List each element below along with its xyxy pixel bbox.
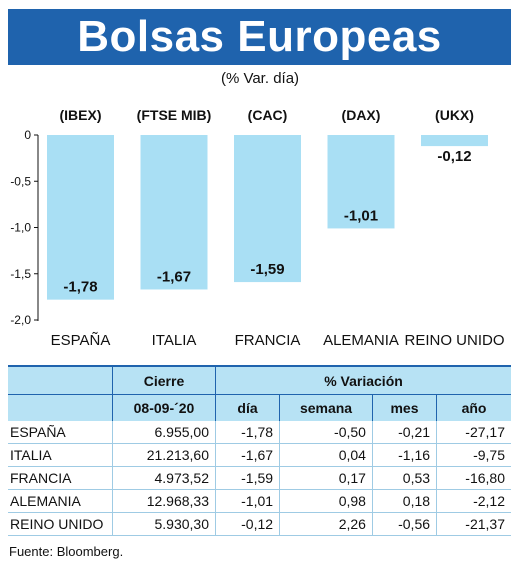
- y-tick-label: -1,5: [10, 267, 31, 281]
- table-row: ITALIA 21.213,60 -1,67 0,04 -1,16 -9,75: [8, 443, 511, 467]
- row-name: FRANCIA: [8, 466, 113, 490]
- row-name: ALEMANIA: [8, 489, 113, 513]
- row-ano: -27,17: [436, 421, 511, 444]
- row-cierre: 6.955,00: [112, 421, 216, 444]
- bar: [421, 135, 488, 147]
- quotes-table: Cierre % Variación 08-09-´20 día semana …: [8, 365, 511, 536]
- row-semana: 2,26: [279, 512, 373, 536]
- table-row: ALEMANIA 12.968,33 -1,01 0,98 0,18 -2,12: [8, 489, 511, 513]
- value-label: -1,67: [157, 268, 191, 285]
- row-dia: -1,01: [214, 489, 280, 513]
- table-row: FRANCIA 4.973,52 -1,59 0,17 0,53 -16,80: [8, 466, 511, 490]
- bar: [140, 135, 208, 290]
- table-group-header-row: Cierre % Variación: [8, 366, 511, 395]
- row-mes: -1,16: [371, 443, 437, 467]
- col-ano: año: [436, 394, 511, 421]
- row-mes: 0,53: [371, 466, 437, 490]
- row-ano: -9,75: [436, 443, 511, 467]
- row-mes: -0,21: [371, 421, 437, 444]
- index-label: (FTSE MIB): [137, 107, 212, 123]
- bar-chart: 0 -0,5 -1,0 -1,5 -2,0 (IBEX) -1,78 ESPAÑA (FTSE …: [10, 107, 504, 349]
- category-label: FRANCIA: [235, 332, 301, 349]
- row-name: ITALIA: [8, 443, 113, 467]
- table-row: REINO UNIDO 5.930,30 -0,12 2,26 -0,56 -2…: [8, 512, 511, 536]
- bar: [327, 135, 395, 229]
- row-mes: -0,56: [371, 512, 437, 536]
- source-note: Fuente: Bloomberg.: [9, 544, 124, 559]
- row-semana: 0,04: [279, 443, 373, 467]
- index-label: (IBEX): [60, 107, 102, 123]
- row-ano: -21,37: [436, 512, 511, 536]
- row-cierre: 5.930,30: [112, 512, 216, 536]
- col-mes: mes: [371, 394, 437, 421]
- index-label: (DAX): [342, 107, 381, 123]
- title-banner: Bolsas Europeas: [8, 9, 511, 65]
- row-ano: -2,12: [436, 489, 511, 513]
- table-column-header-row: 08-09-´20 día semana mes año: [8, 394, 511, 421]
- index-label: (CAC): [248, 107, 288, 123]
- row-semana: 0,17: [279, 466, 373, 490]
- category-label: REINO UNIDO: [404, 332, 504, 349]
- row-cierre: 21.213,60: [112, 443, 216, 467]
- bar: [234, 135, 301, 283]
- value-label: -0,12: [437, 148, 471, 165]
- table-row: ESPAÑA 6.955,00 -1,78 -0,50 -0,21 -27,17: [8, 421, 511, 444]
- bar: [47, 135, 114, 300]
- row-name: ESPAÑA: [8, 421, 113, 444]
- y-tick-label: 0: [24, 128, 31, 142]
- value-label: -1,78: [63, 279, 97, 296]
- value-label: -1,01: [344, 207, 378, 224]
- row-semana: 0,98: [279, 489, 373, 513]
- row-name: REINO UNIDO: [8, 512, 113, 536]
- chart-title: Bolsas Europeas: [77, 12, 442, 61]
- y-tick-label: -0,5: [10, 174, 31, 188]
- table-corner-cell: [8, 366, 113, 395]
- row-mes: 0,18: [371, 489, 437, 513]
- row-cierre: 12.968,33: [112, 489, 216, 513]
- row-dia: -1,78: [214, 421, 280, 444]
- category-label: ALEMANIA: [323, 332, 399, 349]
- category-label: ITALIA: [152, 332, 197, 349]
- col-date: 08-09-´20: [112, 394, 216, 421]
- row-cierre: 4.973,52: [112, 466, 216, 490]
- y-tick-label: -2,0: [10, 313, 31, 327]
- header-variacion: % Variación: [215, 366, 511, 395]
- header-cierre: Cierre: [112, 366, 216, 395]
- chart-subtitle: (% Var. día): [220, 70, 300, 87]
- row-ano: -16,80: [436, 466, 511, 490]
- row-dia: -0,12: [214, 512, 280, 536]
- table-corner-cell-2: [8, 394, 113, 421]
- row-dia: -1,67: [214, 443, 280, 467]
- index-label: (UKX): [435, 107, 474, 123]
- col-dia: día: [214, 394, 280, 421]
- col-semana: semana: [279, 394, 373, 421]
- category-label: ESPAÑA: [51, 332, 111, 349]
- row-semana: -0,50: [279, 421, 373, 444]
- y-tick-label: -1,0: [10, 221, 31, 235]
- row-dia: -1,59: [214, 466, 280, 490]
- value-label: -1,59: [250, 261, 284, 278]
